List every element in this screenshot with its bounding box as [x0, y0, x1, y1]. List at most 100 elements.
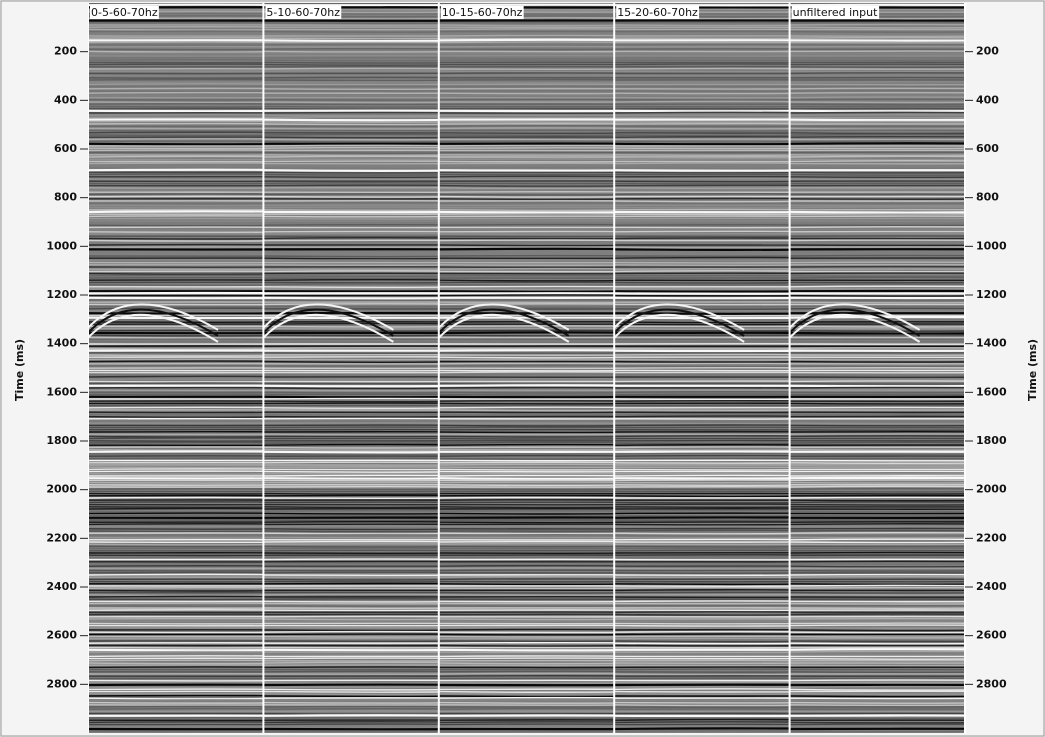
reflector [88, 142, 264, 146]
reflector [438, 662, 615, 665]
reflector [88, 573, 264, 576]
reflector [438, 686, 615, 689]
reflector [438, 441, 615, 444]
reflector [438, 454, 615, 457]
reflector [438, 331, 615, 335]
reflector [438, 512, 615, 515]
y2-tick-label: 600 [976, 142, 999, 155]
reflector [263, 690, 439, 693]
reflector [789, 96, 965, 99]
y2-tick-label: 400 [976, 93, 999, 106]
diffraction [438, 313, 570, 343]
reflector [88, 648, 264, 652]
reflector [438, 648, 615, 652]
reflector [614, 393, 790, 396]
y-tick-label: 1800 [46, 434, 77, 447]
reflector [438, 356, 615, 359]
seismic-panel [88, 3, 264, 733]
reflector [789, 254, 965, 257]
reflector [88, 595, 264, 598]
reflector [438, 98, 615, 101]
reflector [614, 422, 790, 425]
reflector [789, 429, 965, 432]
reflector [263, 67, 439, 70]
reflector [789, 301, 965, 304]
y-tick-label: 2400 [46, 580, 77, 593]
reflector [614, 100, 790, 103]
diffraction [788, 308, 921, 337]
reflector [789, 158, 965, 161]
reflector [88, 28, 264, 31]
reflector [438, 628, 615, 631]
reflector [438, 652, 615, 655]
reflector [614, 200, 790, 203]
reflector [263, 182, 439, 185]
reflector [438, 618, 615, 621]
reflector [88, 543, 264, 546]
reflector [614, 353, 790, 356]
reflector [88, 523, 264, 526]
reflector [263, 347, 439, 350]
reflector [263, 322, 439, 325]
reflector [438, 28, 615, 31]
reflector [789, 315, 965, 319]
reflector [263, 171, 439, 174]
reflector [438, 391, 615, 394]
reflector [263, 176, 439, 179]
reflector [789, 642, 965, 645]
reflector [263, 50, 439, 53]
reflector [789, 565, 965, 568]
reflector [614, 230, 790, 233]
reflector [789, 135, 965, 138]
reflector [88, 662, 264, 665]
y-tick-label: 2800 [46, 677, 77, 690]
reflector [263, 123, 439, 126]
reflector [438, 195, 615, 198]
reflector [88, 510, 264, 513]
reflector [438, 247, 615, 251]
reflector [614, 366, 790, 369]
reflector [88, 259, 264, 262]
diffraction [438, 303, 570, 331]
reflector [88, 721, 264, 724]
reflector [789, 276, 965, 279]
reflector [789, 365, 965, 368]
reflector [438, 701, 615, 704]
reflector [438, 583, 615, 586]
reflector [438, 514, 615, 517]
reflector [88, 602, 264, 605]
reflector [614, 681, 790, 684]
axes: 0-5-60-70hz 5-10-60-70hz 10-15-60-70hz 15-2… [46, 3, 1007, 733]
reflector [263, 232, 439, 235]
reflector [789, 453, 965, 456]
reflector [789, 374, 965, 377]
reflector [263, 528, 439, 531]
reflector [438, 362, 615, 365]
reflector [88, 189, 264, 192]
reflector [789, 285, 965, 288]
y-tick-label: 200 [54, 45, 77, 58]
reflector [614, 586, 790, 589]
reflector [88, 382, 264, 385]
seismic-panel [788, 3, 965, 733]
reflector [614, 246, 790, 249]
reflector [614, 435, 790, 438]
reflector [789, 160, 965, 163]
y2-tick-label: 2000 [976, 483, 1007, 496]
reflector [789, 583, 965, 586]
reflector [263, 512, 439, 515]
reflector [263, 144, 439, 147]
reflector [263, 79, 439, 82]
reflector [614, 340, 790, 343]
reflector [614, 454, 790, 457]
reflector [789, 129, 965, 132]
reflector [438, 228, 615, 231]
reflector [789, 173, 965, 176]
reflector [438, 695, 615, 698]
reflector [263, 593, 439, 596]
reflector [88, 334, 264, 337]
reflector [88, 173, 264, 176]
reflector [263, 693, 439, 696]
reflector [263, 525, 439, 528]
reflector [88, 437, 264, 440]
